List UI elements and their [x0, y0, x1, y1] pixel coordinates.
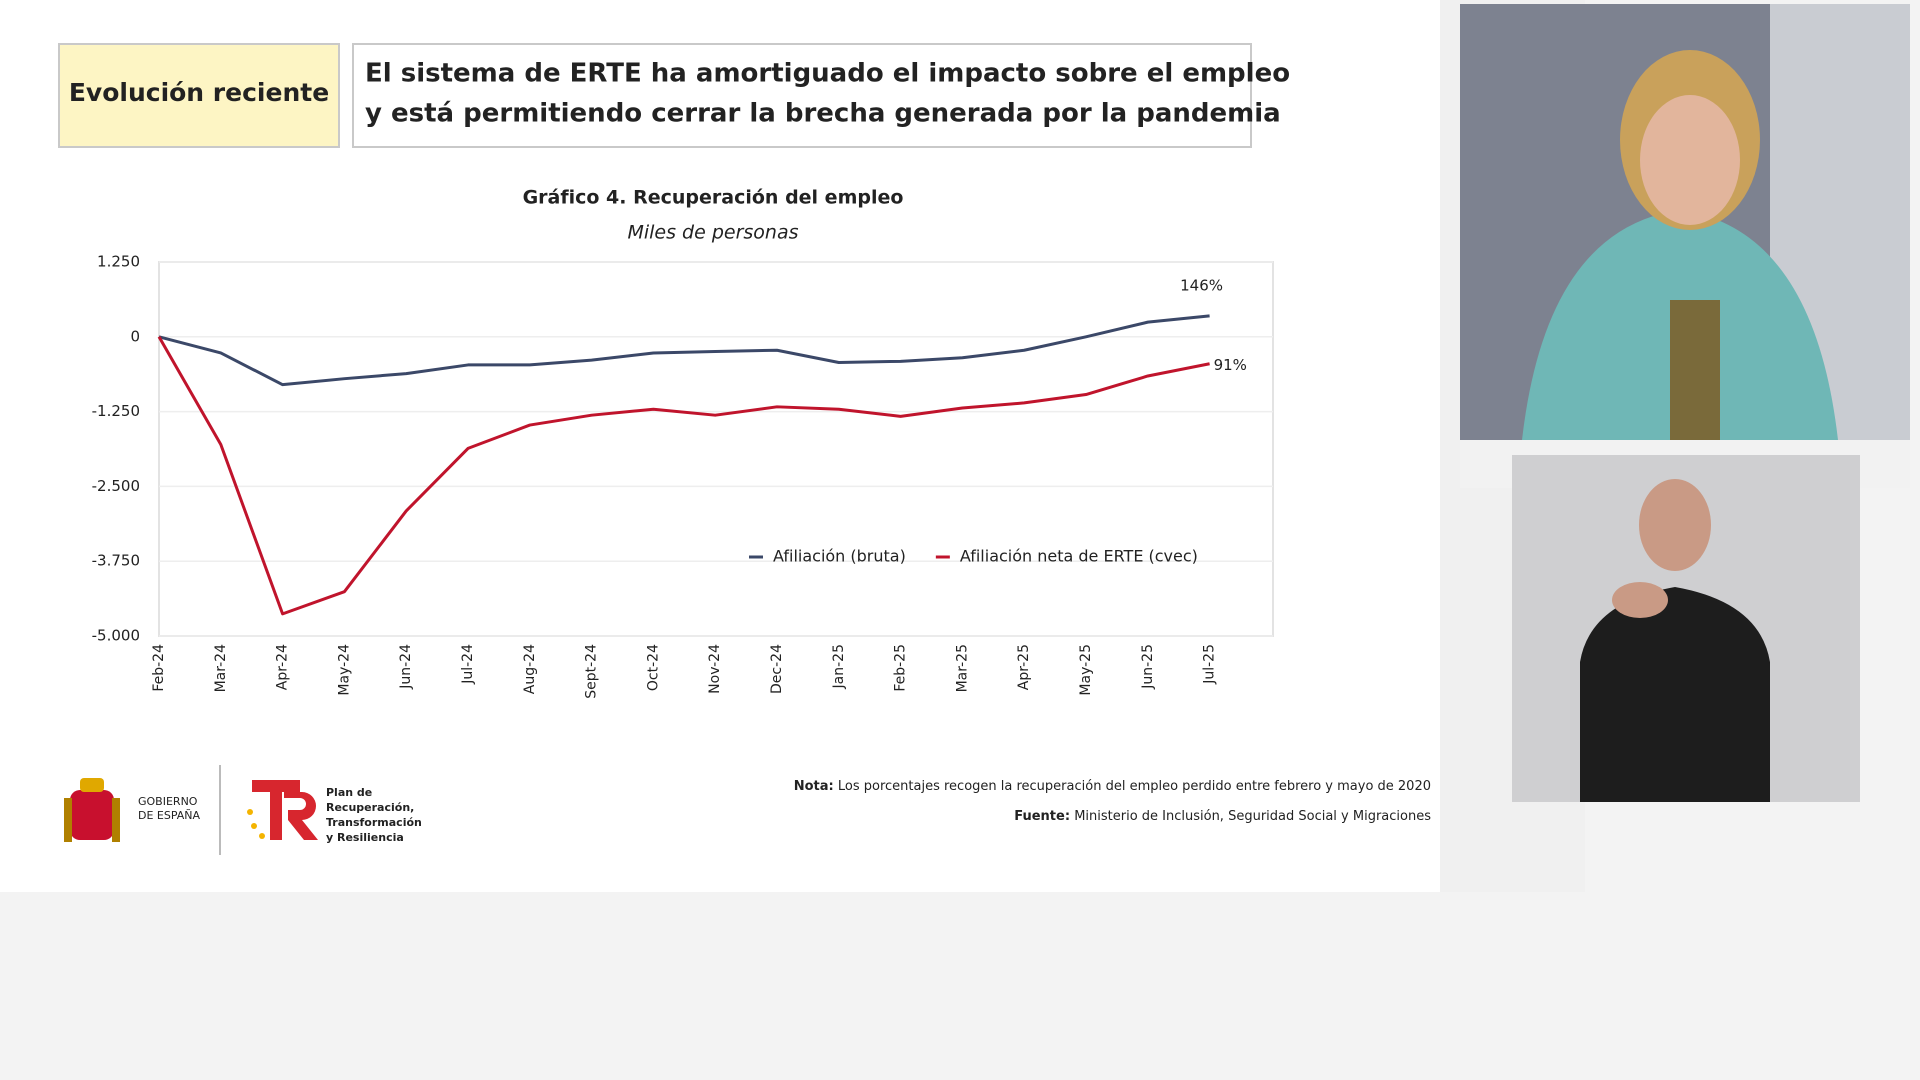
- coat-of-arms: [64, 778, 120, 842]
- y-tick-label: -1.250: [92, 402, 140, 420]
- x-tick-label: Mar-24: [213, 644, 229, 692]
- tag-box: [58, 43, 340, 148]
- source: Fuente: Ministerio de Inclusión, Segurid…: [1014, 809, 1431, 824]
- logo-text: Recuperación,: [326, 801, 414, 814]
- series-line: [157, 336, 1210, 616]
- note-text: Los porcentajes recogen la recuperación …: [838, 779, 1431, 794]
- legend-label: Afiliación neta de ERTE (cvec): [960, 547, 1198, 566]
- x-tick-label: Oct-24: [645, 644, 661, 691]
- title-box: [352, 43, 1252, 148]
- x-tick-label: Aug-24: [522, 644, 538, 694]
- headline: El sistema de ERTE ha amortiguado el imp…: [365, 59, 1290, 89]
- x-tick-label: May-25: [1078, 644, 1094, 696]
- logo-text: Transformación: [326, 816, 422, 829]
- logo-text: GOBIERNO: [138, 795, 198, 808]
- source-text: Ministerio de Inclusión, Seguridad Socia…: [1074, 809, 1431, 824]
- slide: [0, 0, 1585, 892]
- x-tick-label: Nov-24: [707, 644, 723, 694]
- x-tick-label: Jan-25: [831, 644, 847, 689]
- x-tick-label: Apr-24: [275, 644, 291, 690]
- logo-text: Plan de: [326, 786, 372, 799]
- y-tick-label: 0: [130, 327, 140, 345]
- note-label: Nota:: [794, 779, 834, 794]
- logo-text: DE ESPAÑA: [138, 809, 201, 822]
- speaker-video: [1460, 4, 1910, 488]
- series-line: [158, 314, 1210, 387]
- legend-label: Afiliación (bruta): [773, 547, 906, 566]
- x-tick-label: Mar-25: [954, 644, 970, 692]
- plan-logo: [247, 780, 318, 840]
- note: Nota: Los porcentajes recogen la recuper…: [794, 779, 1431, 794]
- x-tick-label: Feb-24: [151, 644, 167, 692]
- y-tick-label: 1.250: [97, 253, 140, 271]
- source-label: Fuente:: [1014, 809, 1070, 824]
- y-tick-label: -3.750: [92, 552, 140, 570]
- x-tick-label: May-24: [336, 644, 352, 696]
- tag: Evolución reciente: [69, 78, 329, 107]
- y-tick-label: -2.500: [92, 477, 140, 495]
- chart-title: Gráfico 4. Recuperación del empleo: [523, 187, 904, 209]
- end-label: 146%: [1180, 276, 1223, 294]
- sign-language-video: [1512, 455, 1860, 802]
- x-tick-label: Jul-25: [1202, 644, 1218, 685]
- plot: 1.250 0 -1.250 -2.500 -3.750 -5.000 Feb-24 Mar-…: [92, 253, 1273, 699]
- x-tick-label: Apr-25: [1016, 644, 1032, 690]
- x-tick-label: Jun-24: [398, 644, 414, 690]
- x-tick-label: Feb-25: [893, 644, 909, 692]
- x-tick-label: Jun-25: [1140, 644, 1156, 690]
- headline: y está permitiendo cerrar la brecha gene…: [365, 99, 1281, 129]
- x-tick-label: Dec-24: [769, 644, 785, 694]
- x-tick-label: Sept-24: [584, 644, 600, 699]
- logo-text: y Resiliencia: [326, 831, 404, 844]
- x-tick-label: Jul-24: [460, 644, 476, 685]
- y-tick-label: -5.000: [92, 627, 140, 645]
- chart-subtitle: Miles de personas: [627, 222, 798, 244]
- end-label: 91%: [1214, 356, 1247, 374]
